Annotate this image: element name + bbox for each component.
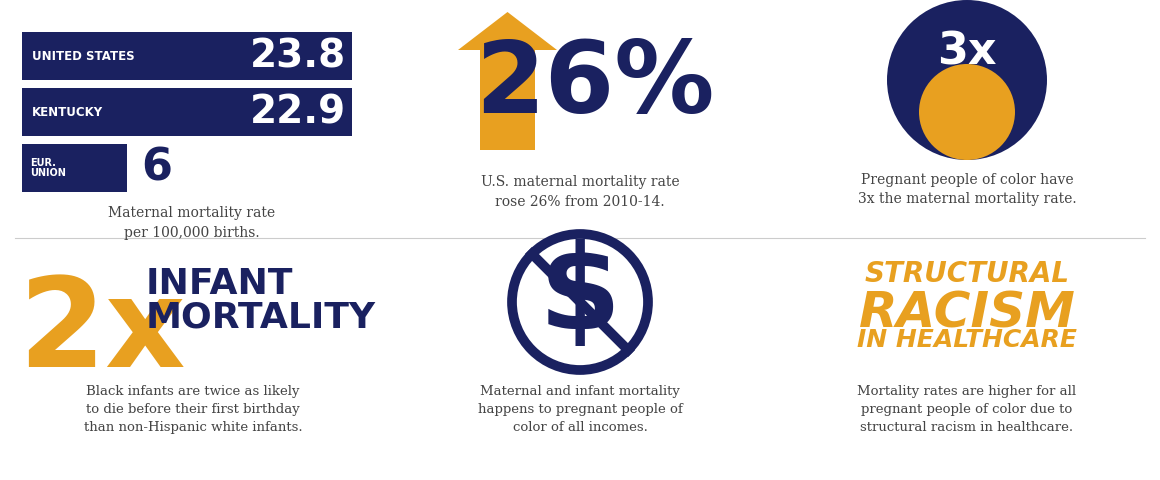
Text: U.S. maternal mortality rate
rose 26% from 2010-14.: U.S. maternal mortality rate rose 26% fr… (480, 175, 680, 208)
Circle shape (887, 0, 1047, 160)
Text: 22.9: 22.9 (249, 93, 346, 131)
Text: $: $ (539, 240, 621, 355)
Circle shape (919, 64, 1015, 160)
Text: Mortality rates are higher for all
pregnant people of color due to
structural ra: Mortality rates are higher for all pregn… (857, 385, 1076, 434)
Text: 3x: 3x (937, 31, 996, 73)
Text: 6: 6 (142, 146, 172, 190)
Text: Pregnant people of color have
3x the maternal mortality rate.: Pregnant people of color have 3x the mat… (857, 173, 1076, 206)
Text: STRUCTURAL: STRUCTURAL (864, 260, 1070, 288)
FancyBboxPatch shape (22, 32, 351, 80)
Text: 26%: 26% (476, 36, 715, 133)
Text: Black infants are twice as likely
to die before their first birthday
than non-Hi: Black infants are twice as likely to die… (84, 385, 303, 434)
Text: Maternal and infant mortality
happens to pregnant people of
color of all incomes: Maternal and infant mortality happens to… (478, 385, 682, 434)
Text: 23.8: 23.8 (249, 37, 346, 75)
Text: RACISM: RACISM (858, 290, 1075, 338)
Text: UNITED STATES: UNITED STATES (32, 49, 135, 62)
Polygon shape (458, 12, 557, 150)
FancyBboxPatch shape (22, 144, 126, 192)
FancyBboxPatch shape (22, 88, 351, 136)
Text: INFANT
MORTALITY: INFANT MORTALITY (146, 267, 376, 335)
Text: 2x: 2x (19, 272, 186, 393)
Text: KENTUCKY: KENTUCKY (32, 106, 103, 119)
Text: IN HEALTHCARE: IN HEALTHCARE (857, 328, 1076, 352)
Text: Maternal mortality rate
per 100,000 births.: Maternal mortality rate per 100,000 birt… (108, 206, 276, 240)
Text: EUR.
UNION: EUR. UNION (30, 157, 66, 179)
